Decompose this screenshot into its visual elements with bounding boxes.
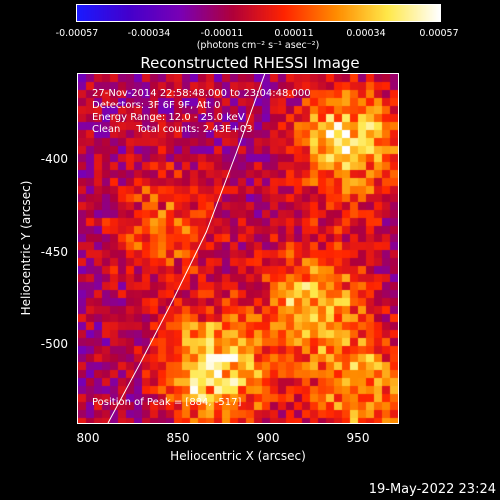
info-time-range: 27-Nov-2014 22:58:48.000 to 23:04:48.000 [92, 88, 311, 99]
x-tick-label-950: 950 [346, 431, 370, 445]
info-energy-range: Energy Range: 12.0 - 25.0 keV [92, 112, 245, 123]
y-tick-label-minus450: -450 [40, 245, 68, 259]
y-tick-label-minus400: -400 [40, 152, 68, 166]
info-detectors: Detectors: 3F 6F 9F, Att 0 [92, 100, 221, 111]
colorbar-tick-3: -0.00011 [200, 28, 244, 39]
colorbar-tick-2: -0.00034 [127, 28, 171, 39]
colorbar-tick-5: 0.00034 [346, 28, 386, 39]
y-axis-label: Heliocentric Y (arcsec) [19, 180, 33, 316]
plot-frame [77, 73, 399, 424]
colorbar-tick-4: 0.00011 [274, 28, 314, 39]
colorbar-tick-1: -0.00057 [55, 28, 99, 39]
x-tick-label-800: 800 [76, 431, 100, 445]
heatmap-image [78, 74, 398, 423]
x-axis-label: Heliocentric X (arcsec) [170, 449, 306, 463]
colorbar-unit-label: (photons cm⁻² s⁻¹ asec⁻²) [196, 40, 320, 51]
info-clean-counts: Clean Total counts: 2.43E+03 [92, 124, 253, 135]
peak-position-label: Position of Peak = [884, -517] [92, 397, 242, 408]
generation-date: 19-May-2022 23:24 [368, 482, 496, 497]
chart-title: Reconstructed RHESSI Image [140, 54, 360, 72]
x-tick-label-900: 900 [256, 431, 280, 445]
solar-limb-overlay [107, 74, 266, 423]
colorbar-tick-6: 0.00057 [419, 28, 459, 39]
solar-limb-line [107, 74, 266, 423]
colorbar [76, 4, 441, 22]
x-tick-label-850: 850 [166, 431, 190, 445]
y-tick-label-minus500: -500 [40, 337, 68, 351]
